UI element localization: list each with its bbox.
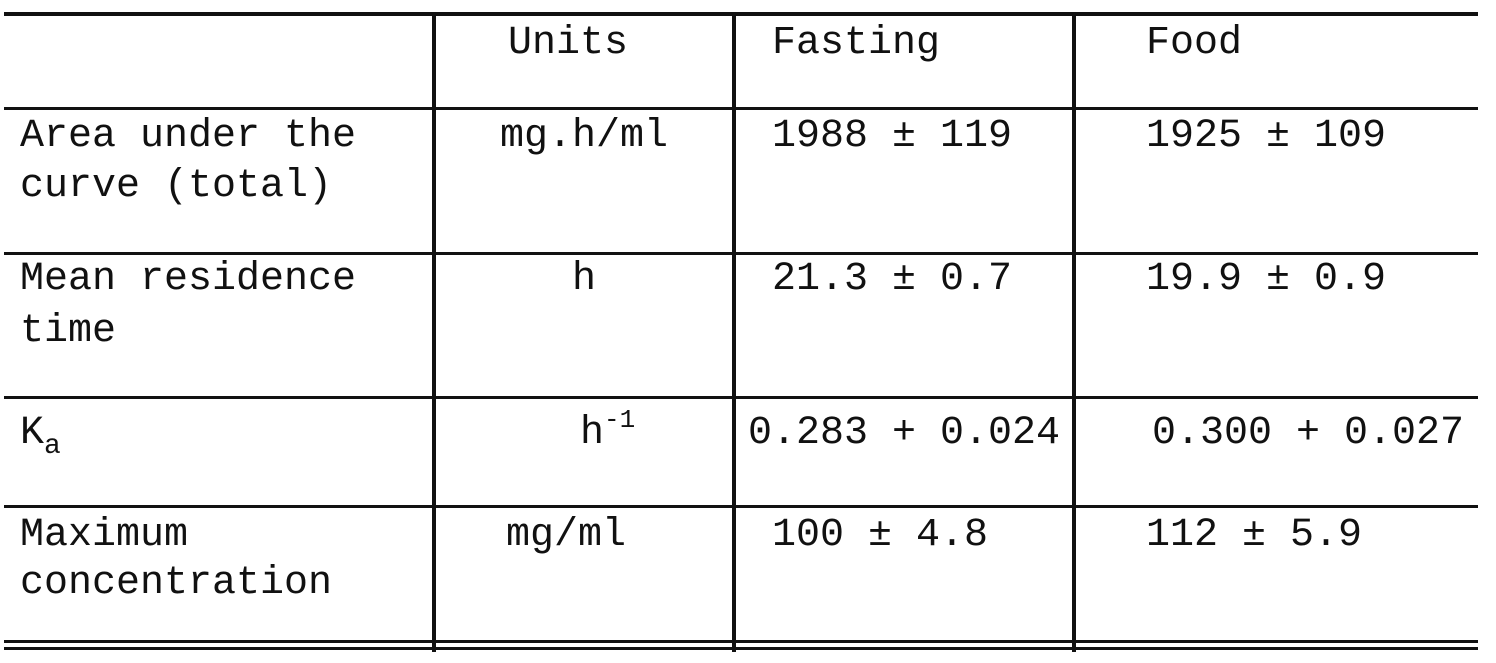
row2-param-line1: Mean residence (20, 257, 357, 302)
row4-units: mg/ml (506, 513, 627, 558)
row-rule-3 (4, 505, 1478, 508)
units-superscript: -1 (604, 405, 636, 435)
row1-param-line2: curve (total) (20, 164, 333, 209)
row3-param: Ka (20, 410, 61, 462)
ka-symbol: K (20, 411, 45, 456)
col-rule-2 (732, 12, 736, 652)
row4-param-line2: concentration (20, 561, 333, 606)
top-rule (4, 12, 1478, 16)
header-rule (4, 107, 1478, 110)
row1-units: mg.h/ml (499, 114, 669, 159)
row2-fasting: 21.3 ± 0.7 (772, 257, 1013, 302)
row4-param-line1: Maximum (20, 513, 189, 558)
row2-param-line2: time (20, 309, 117, 354)
row4-food: 112 ± 5.9 (1146, 513, 1363, 558)
bottom-rule-1 (4, 640, 1478, 643)
ka-subscript: a (44, 431, 61, 462)
row-rule-2 (4, 396, 1478, 399)
row-rule-1 (4, 252, 1478, 255)
row1-food: 1925 ± 109 (1146, 114, 1387, 159)
row4-fasting: 100 ± 4.8 (772, 513, 989, 558)
row1-fasting: 1988 ± 119 (772, 114, 1013, 159)
bottom-rule-2 (4, 647, 1478, 650)
header-food: Food (1146, 21, 1243, 66)
row3-fasting: 0.283 + 0.024 (748, 411, 1061, 456)
units-h: h (580, 411, 605, 456)
row3-units: h-1 (580, 405, 635, 460)
col-rule-3 (1072, 12, 1076, 652)
header-fasting: Fasting (772, 21, 941, 66)
row1-param-line1: Area under the (20, 114, 357, 159)
header-units: Units (508, 21, 629, 66)
row2-food: 19.9 ± 0.9 (1146, 257, 1387, 302)
col-rule-1 (432, 12, 436, 652)
row3-food: 0.300 + 0.027 (1152, 411, 1465, 456)
row2-units: h (571, 257, 596, 302)
